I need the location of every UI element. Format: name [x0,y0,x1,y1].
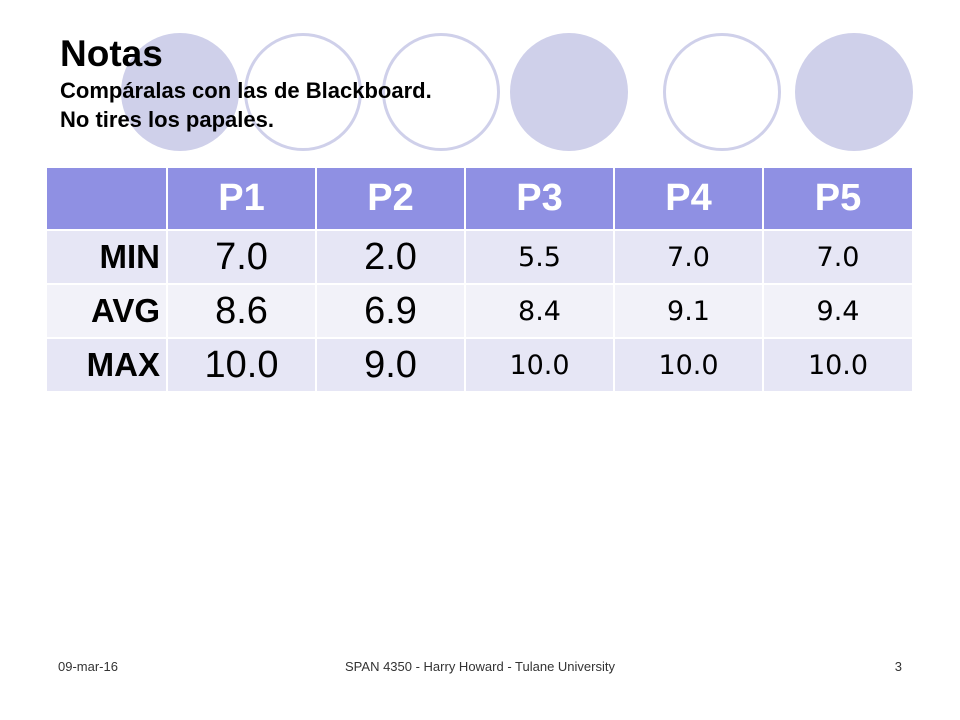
decor-circle-6 [795,33,913,151]
footer-course: SPAN 4350 - Harry Howard - Tulane Univer… [345,659,615,674]
header-corner-cell [47,168,167,230]
cell-min-p2: 2.0 [315,229,465,284]
row-label-max: MAX [47,337,167,391]
header-cell-p3: P3 [464,168,614,230]
table-row-max: MAX 10.0 9.0 10.0 10.0 10.0 [47,337,912,391]
cell-max-p2: 9.0 [315,337,465,391]
cell-min-p3: 5.5 [464,229,614,284]
decor-circle-3 [382,33,500,151]
decor-circle-2 [244,33,362,151]
cell-avg-p5: 9.4 [762,283,912,338]
cell-avg-p3: 8.4 [464,283,614,338]
header-cell-p4: P4 [613,168,763,230]
decor-circle-1 [121,33,239,151]
cell-min-p1: 7.0 [166,229,316,284]
decor-circle-5 [663,33,781,151]
table-header-row: P1 P2 P3 P4 P5 [47,168,912,230]
cell-max-p5: 10.0 [762,337,912,391]
grades-table: P1 P2 P3 P4 P5 MIN 7.0 2.0 5.5 7.0 7.0 A… [47,168,912,391]
cell-avg-p4: 9.1 [613,283,763,338]
subtitle-line-1: Compáralas con las de Blackboard. [60,78,432,103]
cell-avg-p2: 6.9 [315,283,465,338]
header-cell-p2: P2 [315,168,465,230]
cell-max-p4: 10.0 [613,337,763,391]
footer-date: 09-mar-16 [58,659,118,674]
cell-min-p5: 7.0 [762,229,912,284]
row-label-avg: AVG [47,283,167,338]
table-row-min: MIN 7.0 2.0 5.5 7.0 7.0 [47,229,912,284]
cell-avg-p1: 8.6 [166,283,316,338]
title-block: Notas Compáralas con las de Blackboard. … [60,32,620,134]
cell-max-p3: 10.0 [464,337,614,391]
table-row-avg: AVG 8.6 6.9 8.4 9.1 9.4 [47,283,912,338]
cell-max-p1: 10.0 [166,337,316,391]
header-cell-p1: P1 [166,168,316,230]
header-cell-p5: P5 [762,168,912,230]
row-label-min: MIN [47,229,167,284]
subtitle-line-2: No tires los papales. [60,107,274,132]
slide-title: Notas [60,33,163,74]
footer-page-number: 3 [894,659,902,674]
decor-circle-4 [510,33,628,151]
cell-min-p4: 7.0 [613,229,763,284]
